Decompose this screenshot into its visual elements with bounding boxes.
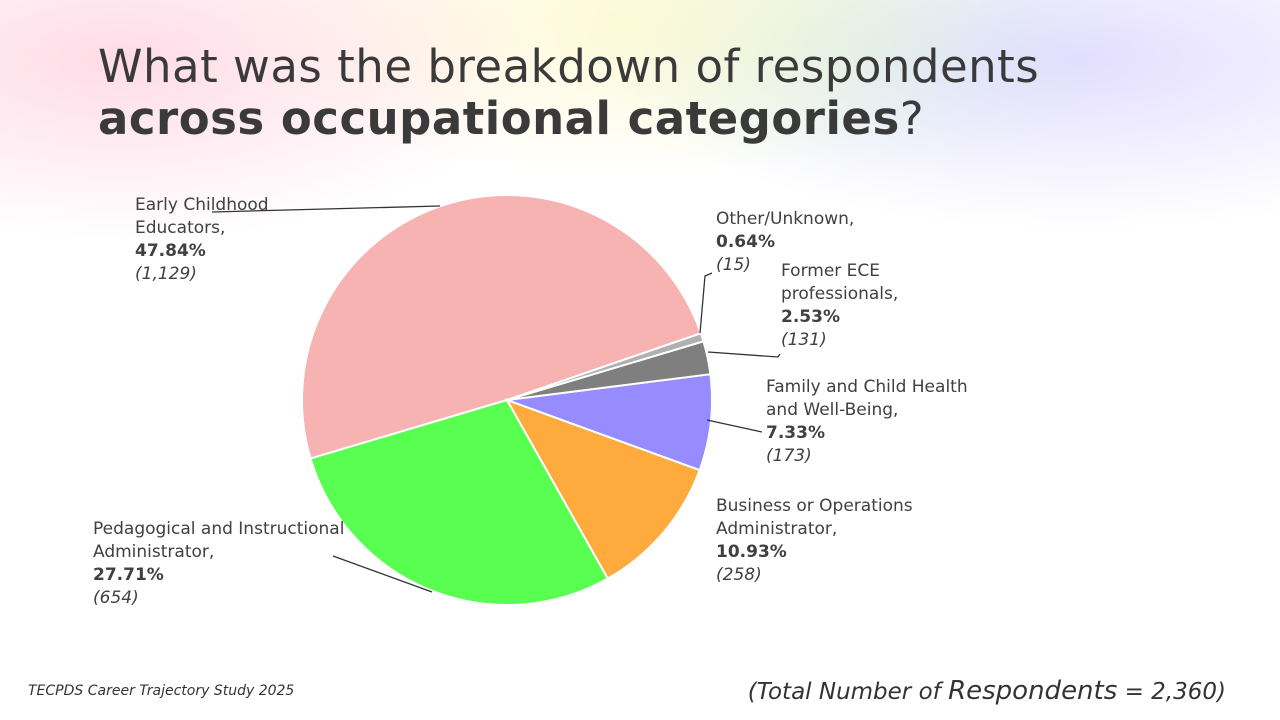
percent-label: 0.64% <box>716 232 775 252</box>
leader-line <box>211 205 441 213</box>
pie-slice <box>506 373 713 472</box>
title-line: across occupational categories? <box>98 92 924 145</box>
percent-label: 2.53% <box>781 307 840 327</box>
percent-label: 7.33% <box>766 423 825 443</box>
title-line: What was the breakdown of respondents <box>98 40 1040 93</box>
source: TECPDS Career Trajectory Study 2025 <box>28 683 295 699</box>
count-label: (131) <box>781 330 827 350</box>
percent-label: 27.71% <box>93 565 164 585</box>
total-suffix: = 2,360) <box>1117 679 1226 705</box>
total-emphasis: Respondents <box>948 676 1118 706</box>
pie-slice <box>506 331 705 401</box>
count-label: (15) <box>716 255 751 275</box>
slice-label: Early Childhood Educators, 47.84% (1,129) <box>135 194 295 286</box>
pie-slice <box>309 398 610 606</box>
slice-label: Other/Unknown, 0.64% (15) <box>716 208 881 277</box>
leader-line <box>707 351 781 358</box>
category-label: Other/Unknown, <box>716 209 855 229</box>
category-label: Pedagogical and Instructional Administra… <box>93 519 345 562</box>
title-end: ? <box>899 92 925 145</box>
title-bold: across occupational categories <box>98 92 900 145</box>
total: (Total Number of Respondents = 2,360) <box>748 676 1226 706</box>
count-label: (654) <box>93 588 139 608</box>
count-label: (1,129) <box>135 264 197 284</box>
category-label: Family and Child Health and Well-Being, <box>766 377 968 420</box>
count-label: (173) <box>766 446 812 466</box>
pie-slice <box>301 194 703 460</box>
percent-label: 10.93% <box>716 542 787 562</box>
leader-line <box>699 272 713 334</box>
leader-line <box>706 419 763 433</box>
percent-label: 47.84% <box>135 241 206 261</box>
slice-label: Business or Operations Administrator, 10.… <box>716 495 931 587</box>
slice-label: Family and Child Health and Well-Being, 7… <box>766 376 986 468</box>
category-label: Business or Operations Administrator, <box>716 496 913 539</box>
pie-slice <box>504 398 701 580</box>
slice-label: Pedagogical and Instructional Administra… <box>93 518 353 610</box>
leader-line <box>332 555 433 593</box>
count-label: (258) <box>716 565 762 585</box>
category-label: Former ECE professionals, <box>781 261 899 304</box>
category-label: Early Childhood Educators, <box>135 195 269 238</box>
total-prefix: (Total Number of <box>747 679 949 705</box>
slice-label: Former ECE professionals, 2.53% (131) <box>781 260 906 352</box>
